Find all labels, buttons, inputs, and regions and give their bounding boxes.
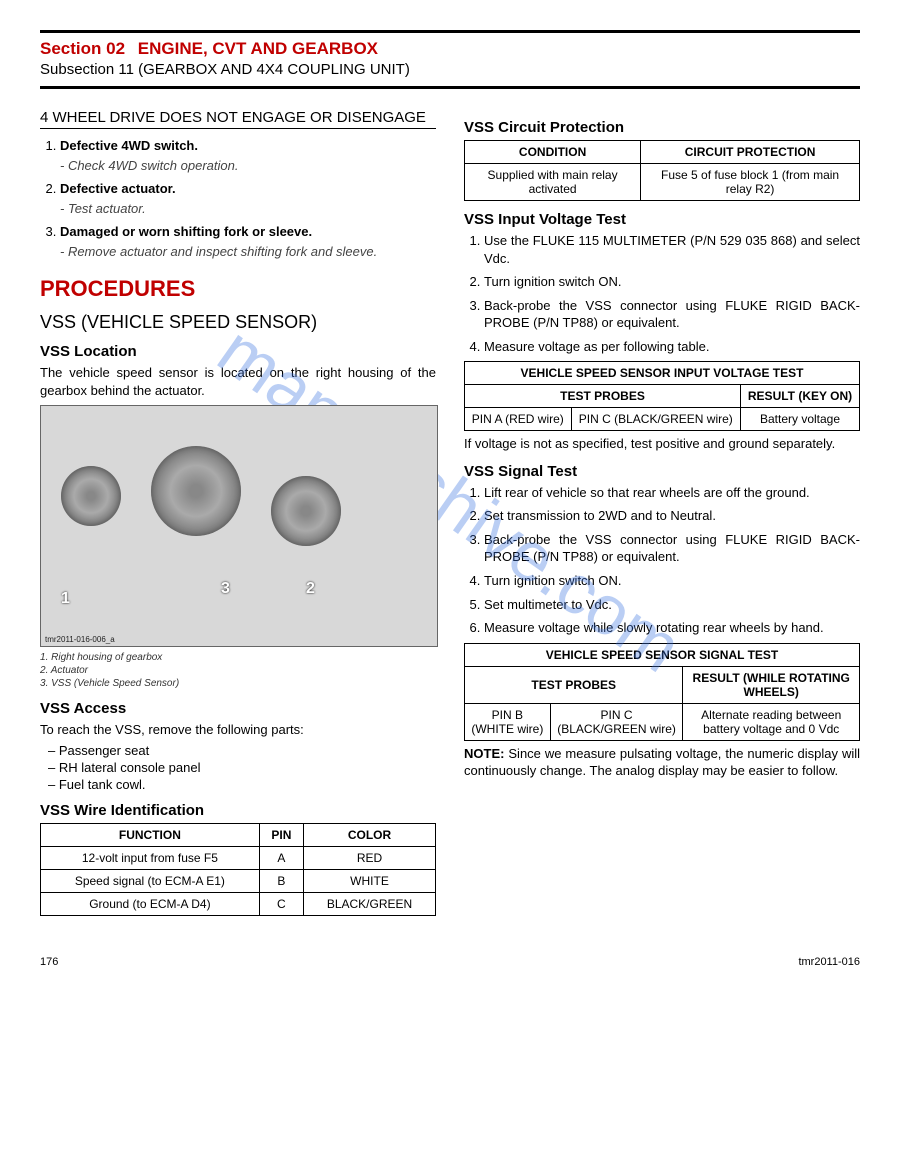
input-test-steps: Use the FLUKE 115 MULTIMETER (P/N 529 03… (464, 232, 860, 355)
table-row: CONDITION CIRCUIT PROTECTION (465, 141, 860, 164)
vss-access-text: To reach the VSS, remove the following p… (40, 721, 436, 739)
table-title: VEHICLE SPEED SENSOR SIGNAL TEST (465, 643, 860, 666)
table-row: TEST PROBES RESULT (KEY ON) (465, 385, 860, 408)
list-item: Measure voltage as per following table. (484, 338, 860, 356)
table-row: PIN A (RED wire) PIN C (BLACK/GREEN wire… (465, 408, 860, 431)
fault-item: Defective actuator. - Test actuator. (60, 180, 436, 217)
gear-shape (151, 446, 241, 536)
fault-sub: - Check 4WD switch operation. (60, 157, 436, 175)
input-test-note: If voltage is not as specified, test pos… (464, 435, 860, 453)
col-header: TEST PROBES (465, 666, 683, 703)
table-row: VEHICLE SPEED SENSOR SIGNAL TEST (465, 643, 860, 666)
fault-sub: - Test actuator. (60, 200, 436, 218)
list-item: Turn ignition switch ON. (484, 273, 860, 291)
top-rule (40, 30, 860, 33)
list-item: Back-probe the VSS connector using FLUKE… (484, 531, 860, 566)
subsection: Subsection 11 (GEARBOX AND 4X4 COUPLING … (40, 61, 860, 78)
wire-id-table: FUNCTION PIN COLOR 12-volt input from fu… (40, 823, 436, 916)
signal-test-table: VEHICLE SPEED SENSOR SIGNAL TEST TEST PR… (464, 643, 860, 741)
section-title: Section 02 ENGINE, CVT AND GEARBOX (40, 39, 860, 59)
vss-heading: VSS (VEHICLE SPEED SENSOR) (40, 312, 436, 333)
list-item: Set transmission to 2WD and to Neutral. (484, 507, 860, 525)
figure-gearbox: 1 3 2 tmr2011-016-006_a (40, 405, 438, 647)
mid-rule (40, 86, 860, 89)
col-header: CIRCUIT PROTECTION (641, 141, 860, 164)
access-list: Passenger seat RH lateral console panel … (40, 743, 436, 792)
wire-id-heading: VSS Wire Identification (40, 802, 436, 819)
figure-caption-line: 1. Right housing of gearbox (40, 651, 436, 664)
list-item: Measure voltage while slowly rotating re… (484, 619, 860, 637)
section-label: Section 02 (40, 39, 125, 58)
list-item: Turn ignition switch ON. (484, 572, 860, 590)
vss-location-text: The vehicle speed sensor is located on t… (40, 364, 436, 399)
list-item: Use the FLUKE 115 MULTIMETER (P/N 529 03… (484, 232, 860, 267)
list-item: Back-probe the VSS connector using FLUKE… (484, 297, 860, 332)
figure-code: tmr2011-016-006_a (45, 635, 115, 644)
right-column: VSS Circuit Protection CONDITION CIRCUIT… (464, 109, 860, 916)
signal-test-steps: Lift rear of vehicle so that rear wheels… (464, 484, 860, 637)
signal-note: NOTE: Since we measure pulsating voltage… (464, 745, 860, 780)
col-header: CONDITION (465, 141, 641, 164)
section-name: ENGINE, CVT AND GEARBOX (138, 39, 378, 58)
left-column: 4 WHEEL DRIVE DOES NOT ENGAGE OR DISENGA… (40, 109, 436, 916)
table-row: Ground (to ECM-A D4) C BLACK/GREEN (41, 892, 436, 915)
note-text: Since we measure pulsating voltage, the … (464, 746, 860, 779)
vss-location-heading: VSS Location (40, 343, 436, 360)
page-number: 176 (40, 956, 58, 968)
fault-list: Defective 4WD switch. - Check 4WD switch… (40, 137, 436, 260)
figure-callout-2: 2 (306, 580, 315, 598)
note-label: NOTE: (464, 746, 504, 761)
circuit-protection-table: CONDITION CIRCUIT PROTECTION Supplied wi… (464, 140, 860, 201)
gear-shape (61, 466, 121, 526)
table-title: VEHICLE SPEED SENSOR INPUT VOLTAGE TEST (465, 362, 860, 385)
fault-topic-title: 4 WHEEL DRIVE DOES NOT ENGAGE OR DISENGA… (40, 109, 436, 129)
list-item: Fuel tank cowl. (48, 777, 436, 792)
doc-code: tmr2011-016 (798, 956, 860, 968)
content-columns: 4 WHEEL DRIVE DOES NOT ENGAGE OR DISENGA… (40, 109, 860, 916)
fault-title: Defective actuator. (60, 181, 176, 196)
input-voltage-table: VEHICLE SPEED SENSOR INPUT VOLTAGE TEST … (464, 361, 860, 431)
section-header: Section 02 ENGINE, CVT AND GEARBOX Subse… (40, 39, 860, 78)
col-header: FUNCTION (41, 823, 260, 846)
procedures-heading: PROCEDURES (40, 276, 436, 302)
input-test-heading: VSS Input Voltage Test (464, 211, 860, 228)
col-header: TEST PROBES (465, 385, 741, 408)
table-row: Speed signal (to ECM-A E1) B WHITE (41, 869, 436, 892)
figure-callout-3: 3 (221, 580, 230, 598)
table-row: Supplied with main relay activated Fuse … (465, 164, 860, 201)
table-row: FUNCTION PIN COLOR (41, 823, 436, 846)
figure-callout-1: 1 (61, 590, 70, 608)
col-header: RESULT (WHILE ROTATING WHEELS) (683, 666, 860, 703)
circuit-protection-heading: VSS Circuit Protection (464, 119, 860, 136)
col-header: COLOR (304, 823, 436, 846)
fault-title: Defective 4WD switch. (60, 138, 198, 153)
table-row: PIN B (WHITE wire) PIN C (BLACK/GREEN wi… (465, 703, 860, 740)
figure-caption-line: 2. Actuator (40, 664, 436, 677)
fault-item: Damaged or worn shifting fork or sleeve.… (60, 223, 436, 260)
gear-shape (271, 476, 341, 546)
figure-caption-line: 3. VSS (Vehicle Speed Sensor) (40, 677, 436, 690)
fault-title: Damaged or worn shifting fork or sleeve. (60, 224, 312, 239)
list-item: Lift rear of vehicle so that rear wheels… (484, 484, 860, 502)
table-row: TEST PROBES RESULT (WHILE ROTATING WHEEL… (465, 666, 860, 703)
fault-item: Defective 4WD switch. - Check 4WD switch… (60, 137, 436, 174)
table-row: 12-volt input from fuse F5 A RED (41, 846, 436, 869)
col-header: RESULT (KEY ON) (741, 385, 860, 408)
list-item: Passenger seat (48, 743, 436, 758)
col-header: PIN (259, 823, 303, 846)
list-item: Set multimeter to Vdc. (484, 596, 860, 614)
figure-caption: 1. Right housing of gearbox 2. Actuator … (40, 651, 436, 690)
table-row: VEHICLE SPEED SENSOR INPUT VOLTAGE TEST (465, 362, 860, 385)
footer: 176 tmr2011-016 (40, 956, 860, 968)
fault-sub: - Remove actuator and inspect shifting f… (60, 243, 436, 261)
signal-test-heading: VSS Signal Test (464, 463, 860, 480)
list-item: RH lateral console panel (48, 760, 436, 775)
vss-access-heading: VSS Access (40, 700, 436, 717)
